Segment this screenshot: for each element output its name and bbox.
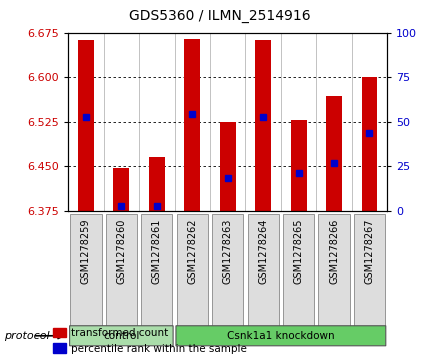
Text: GSM1278266: GSM1278266 (329, 219, 339, 284)
Bar (319, 214, 350, 329)
Text: GSM1278259: GSM1278259 (81, 219, 91, 284)
Text: GSM1278261: GSM1278261 (152, 219, 162, 284)
FancyBboxPatch shape (70, 326, 173, 346)
Bar (70, 214, 102, 329)
Text: GSM1278264: GSM1278264 (258, 219, 268, 284)
Text: GSM1278265: GSM1278265 (293, 219, 304, 284)
Bar (326, 96, 342, 211)
Bar (106, 214, 137, 329)
Text: GSM1278267: GSM1278267 (364, 219, 374, 284)
Bar (354, 214, 385, 329)
Text: Csnk1a1 knockdown: Csnk1a1 knockdown (227, 331, 335, 341)
Bar (141, 214, 172, 329)
Bar (177, 214, 208, 329)
Bar (255, 40, 271, 211)
Bar (220, 122, 236, 211)
Bar (362, 77, 378, 211)
Bar (114, 168, 129, 211)
Bar (149, 157, 165, 211)
Bar (290, 121, 307, 211)
Bar (212, 214, 243, 329)
Text: GSM1278260: GSM1278260 (116, 219, 126, 284)
Text: GDS5360 / ILMN_2514916: GDS5360 / ILMN_2514916 (129, 9, 311, 23)
Legend: transformed count, percentile rank within the sample: transformed count, percentile rank withi… (49, 324, 251, 358)
Text: GSM1278262: GSM1278262 (187, 219, 197, 284)
Text: protocol: protocol (4, 331, 50, 341)
Text: GSM1278263: GSM1278263 (223, 219, 233, 284)
Bar (184, 38, 200, 211)
Bar (248, 214, 279, 329)
FancyBboxPatch shape (176, 326, 386, 346)
Bar (78, 40, 94, 211)
Bar (283, 214, 314, 329)
Text: control: control (103, 331, 139, 341)
